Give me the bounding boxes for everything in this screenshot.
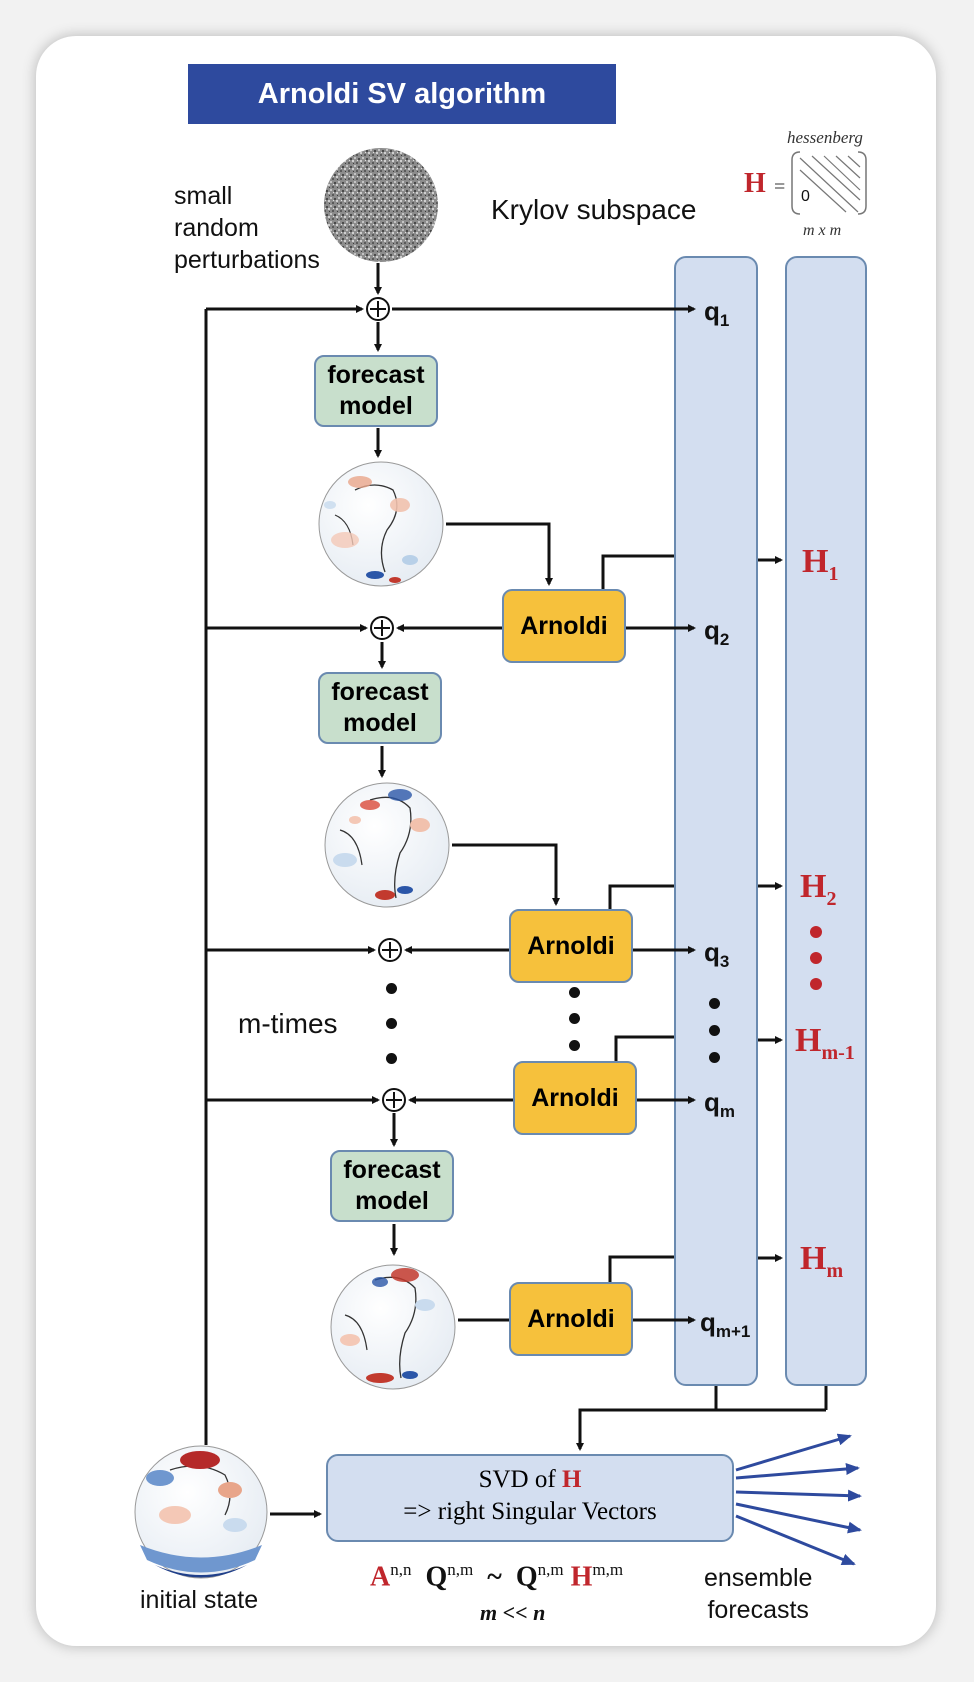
globe-3 [330,1264,456,1390]
ellipsis-dot [569,1013,580,1024]
globe-2 [324,782,450,908]
arnoldi-box-1: Arnoldi [502,589,626,663]
ensemble-line-1: ensemble [704,1564,813,1592]
hessenberg-equals: = [774,176,786,198]
ellipsis-dot-red [810,978,822,990]
ensemble-label: ensemble forecasts [704,1562,812,1626]
svd-box: SVD of H => right Singular Vectors [326,1454,734,1542]
q-label-2: q2 [704,615,730,650]
forecast-model-line-1: forecast [331,678,429,706]
approximation-formula: An,n Qn,m ~ Qn,m Hm,m [370,1560,623,1593]
perturbations-line-2: random [174,214,259,242]
forecast-model-line-1: forecast [343,1156,441,1184]
formula-condition: m << n [480,1600,546,1625]
h-label-m: Hm [800,1240,844,1282]
ellipsis-dot [569,987,580,998]
forecast-model-line-1: forecast [327,361,425,389]
h-column [785,256,867,1386]
formula-q2: Q [515,1561,538,1593]
forecast-model-box-3: forecast model [330,1150,454,1222]
h-label-2: H2 [800,868,837,910]
h-label-1: H1 [802,543,839,585]
random-perturbation-disk [324,148,438,262]
svd-line-2: => right Singular Vectors [403,1498,657,1525]
forecast-model-line-2: model [339,392,413,420]
initial-state-globe [134,1445,268,1579]
hessenberg-caption: hessenberg [787,128,863,147]
svd-line-1: SVD of H [328,1466,732,1494]
formula-tilde: ~ [487,1561,502,1593]
ellipsis-dot [709,1025,720,1036]
sum-node-3 [378,938,402,962]
formula-h: H [570,1561,593,1593]
perturbations-label: small random perturbations [174,180,320,276]
formula-q2-sup: n,m [537,1560,564,1579]
title-banner: Arnoldi SV algorithm [188,64,616,124]
ellipsis-dot-red [810,926,822,938]
krylov-column [674,256,758,1386]
h-label-m-1: Hm-1 [795,1022,855,1064]
sum-node-4 [382,1088,406,1112]
sum-node-1 [366,297,390,321]
title-text: Arnoldi SV algorithm [257,77,547,110]
ellipsis-dot [386,1053,397,1064]
q-label-3: q3 [704,937,730,972]
formula-h-sup: m,m [592,1560,624,1579]
globe-1 [318,461,444,587]
arnoldi-label: Arnoldi [531,1083,619,1112]
hessenberg-zero: 0 [801,188,810,205]
forecast-model-line-2: model [343,709,417,737]
forecast-model-box-1: forecast model [314,355,438,427]
ellipsis-dot [569,1040,580,1051]
formula-q1: Q [425,1561,448,1593]
formula-a-sup: n,n [390,1560,412,1579]
formula-q1-sup: n,m [447,1560,474,1579]
arnoldi-label: Arnoldi [527,1304,615,1333]
arnoldi-box-3: Arnoldi [513,1061,637,1135]
ellipsis-dot [709,1052,720,1063]
formula-a: A [370,1561,391,1593]
hessenberg-symbol: H [744,168,766,199]
forecast-model-box-2: forecast model [318,672,442,744]
arnoldi-label: Arnoldi [520,611,608,640]
ellipsis-dot-red [810,952,822,964]
arnoldi-box-2: Arnoldi [509,909,633,983]
initial-state-label: initial state [140,1586,259,1614]
ellipsis-dot [709,998,720,1009]
q-label-1: q1 [704,296,730,331]
ellipsis-dot [386,1018,397,1029]
perturbations-line-1: small [174,182,233,210]
m-times-label: m-times [238,1008,338,1039]
krylov-label: Krylov subspace [491,194,697,225]
ensemble-line-2: forecasts [707,1596,809,1624]
hessenberg-dims: m x m [803,222,842,239]
q-label-m: qm [704,1087,736,1122]
arnoldi-label: Arnoldi [527,931,615,960]
sum-node-2 [370,616,394,640]
perturbations-line-3: perturbations [174,246,320,274]
q-label-m-plus-1: qm+1 [700,1307,751,1342]
svd-prefix: SVD of [478,1466,556,1493]
ellipsis-dot [386,983,397,994]
svd-symbol: H [561,1466,582,1493]
arnoldi-box-4: Arnoldi [509,1282,633,1356]
forecast-model-line-2: model [355,1187,429,1215]
